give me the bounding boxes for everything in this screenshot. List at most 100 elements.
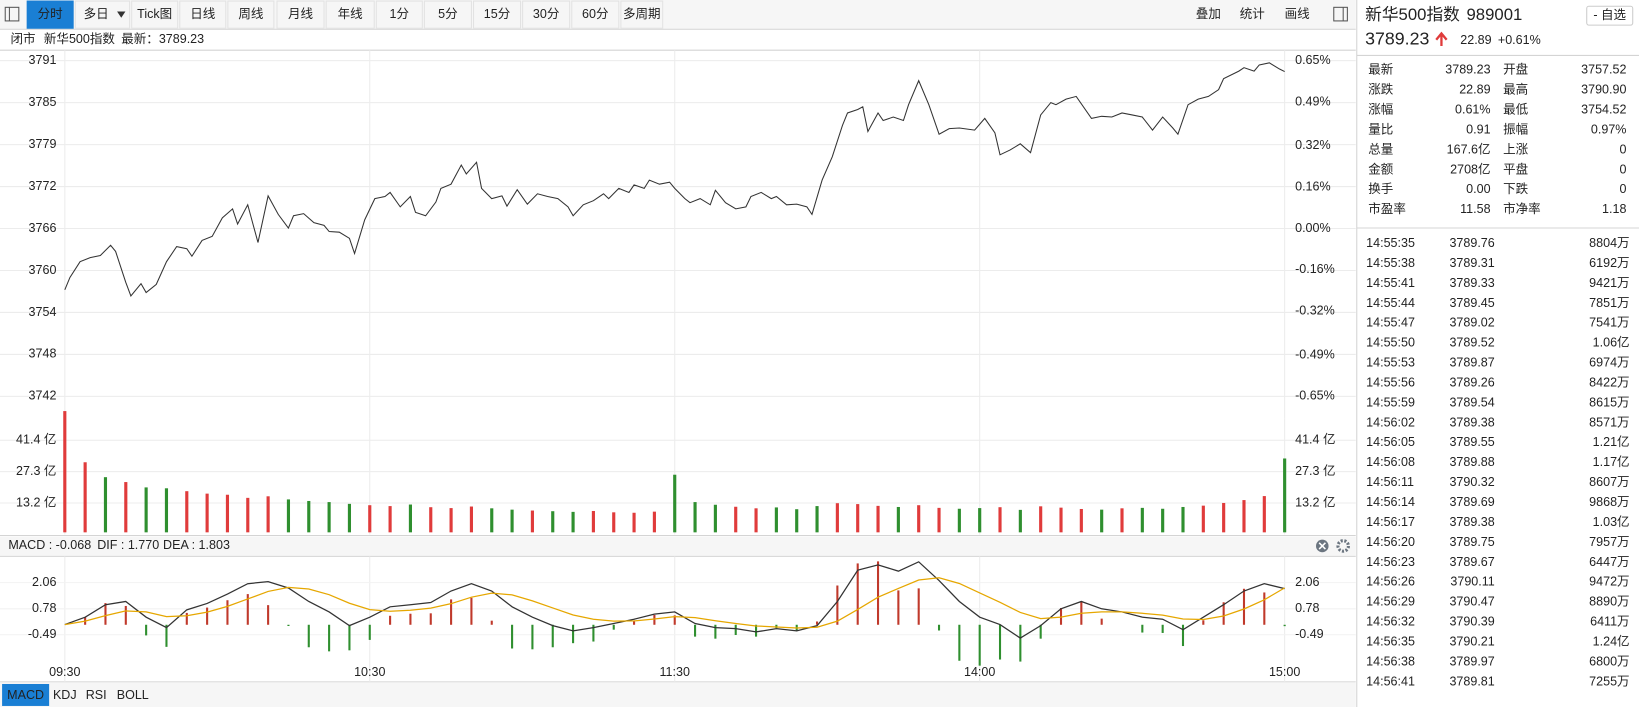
volume-bar — [551, 511, 555, 533]
macd-bar — [368, 624, 371, 640]
indicator-tab[interactable] — [2, 683, 50, 706]
toolbar-label: 1分 — [390, 7, 410, 21]
toolbar-button[interactable] — [472, 0, 522, 29]
indicator-tab[interactable] — [81, 683, 111, 706]
trade-volume: 8804万 — [1589, 236, 1629, 250]
macd-bar — [856, 563, 859, 625]
trade-volume: 6411万 — [1590, 615, 1629, 629]
trade-volume: 7957万 — [1589, 535, 1629, 549]
x-tick-label: 11:30 — [660, 665, 690, 679]
trade-price: 3790.47 — [1449, 595, 1494, 609]
y2-tick-label: 0.65% — [1295, 53, 1331, 67]
trade-time: 14:56:29 — [1366, 595, 1415, 609]
stat-value: 11.58 — [1460, 202, 1490, 216]
volume-bar — [1018, 509, 1022, 533]
x-tick-label: 09:30 — [49, 665, 80, 679]
volume-bar — [83, 462, 87, 533]
y-tick-label: 3766 — [29, 221, 57, 235]
volume-bar — [774, 507, 778, 533]
trade-time: 14:55:47 — [1366, 316, 1415, 330]
toolbar-label[interactable]: 叠加 — [1196, 7, 1221, 21]
volume-bar — [368, 505, 372, 533]
stat-value: 3757.52 — [1581, 62, 1626, 76]
macd-bar — [511, 624, 514, 649]
y-tick-label: 3779 — [29, 137, 57, 151]
toolbar-label[interactable]: 画线 — [1285, 7, 1311, 21]
y-tick-label: 41.4 亿 — [1295, 433, 1335, 447]
stat-value: 0.91 — [1466, 122, 1490, 136]
volume-bar — [266, 496, 270, 533]
macd-bar — [714, 624, 717, 639]
stat-label: 涨幅 — [1368, 102, 1393, 116]
sidebar-toggle-icon[interactable] — [4, 6, 20, 22]
trade-time: 14:56:14 — [1366, 495, 1415, 509]
volume-bar — [1100, 509, 1104, 533]
volume-bar — [1161, 508, 1165, 533]
x-tick-label: 15:00 — [1269, 665, 1300, 679]
trade-time: 14:55:41 — [1366, 276, 1415, 290]
toolbar-button[interactable] — [375, 0, 423, 29]
stat-label: 量比 — [1368, 122, 1393, 136]
indicator-tab-label: RSI — [86, 688, 107, 702]
indicator-tab[interactable] — [50, 683, 80, 706]
stat-label: 市盈率 — [1368, 201, 1406, 216]
volume-bar — [144, 487, 148, 533]
latest-price: 最新：3789.23 — [121, 31, 204, 46]
toolbar-label: 15分 — [484, 7, 511, 21]
volume-bar — [1283, 458, 1287, 533]
toolbar-button[interactable] — [26, 0, 74, 29]
macd-bar — [1283, 624, 1286, 627]
volume-bar — [124, 482, 128, 533]
stat-value: 0.61% — [1455, 102, 1491, 116]
volume-bar — [815, 506, 819, 533]
macd-bar — [1181, 624, 1185, 647]
trade-volume: 6800万 — [1589, 654, 1629, 668]
toolbar-button[interactable] — [325, 0, 375, 29]
trade-price: 3789.38 — [1449, 415, 1494, 429]
y-tick-label: 3772 — [29, 179, 57, 193]
trade-price: 3789.88 — [1449, 455, 1494, 469]
legend-label: DIF : 1.770 — [97, 538, 159, 552]
volume-bar — [673, 474, 677, 533]
y-tick-label: 3742 — [29, 389, 57, 403]
volume-bar — [510, 509, 514, 533]
trade-price: 3789.76 — [1449, 236, 1494, 250]
x-tick-label: 10:30 — [354, 665, 385, 679]
panel-toggle-icon[interactable] — [1333, 6, 1348, 22]
macd-bar — [1059, 607, 1063, 625]
toolbar-button[interactable] — [179, 0, 227, 29]
toolbar-button[interactable] — [227, 0, 275, 29]
macd-bar — [1263, 592, 1266, 625]
y-tick-label: 0.78 — [1295, 601, 1319, 615]
volume-bar — [693, 502, 697, 533]
y-tick-label: -0.49 — [1295, 627, 1324, 641]
toolbar-button[interactable] — [276, 0, 325, 29]
trade-volume: 1.24亿 — [1593, 634, 1630, 648]
toolbar-button[interactable] — [571, 0, 620, 29]
y-tick-label: 2.06 — [32, 575, 56, 589]
toolbar-label: 5分 — [438, 7, 458, 21]
macd-bar — [633, 621, 636, 625]
toolbar-button[interactable] — [423, 0, 472, 29]
indicator-tab[interactable] — [112, 683, 153, 706]
toolbar-label[interactable]: 统计 — [1240, 7, 1265, 21]
trade-volume: 1.21亿 — [1593, 435, 1630, 449]
toolbar-button[interactable] — [131, 0, 179, 29]
volume-bar — [408, 504, 412, 533]
volume-bar — [754, 508, 758, 533]
toolbar-button[interactable] — [522, 0, 571, 29]
watch-button[interactable] — [1586, 5, 1634, 26]
trade-volume: 9868万 — [1589, 495, 1629, 509]
macd-bar — [287, 624, 290, 626]
settings-icon[interactable] — [1336, 539, 1350, 553]
macd-bar — [1141, 624, 1144, 633]
trade-price: 3789.52 — [1449, 336, 1494, 350]
legend-label: DEA : 1.803 — [163, 538, 230, 552]
macd-bar — [429, 613, 432, 625]
stat-value: 22.89 — [1459, 82, 1490, 96]
stat-value: 0 — [1619, 162, 1626, 176]
toolbar-button[interactable] — [620, 0, 664, 29]
legend-label: MACD : -0.068 — [8, 538, 91, 552]
stat-value: 2708亿 — [1450, 162, 1490, 176]
